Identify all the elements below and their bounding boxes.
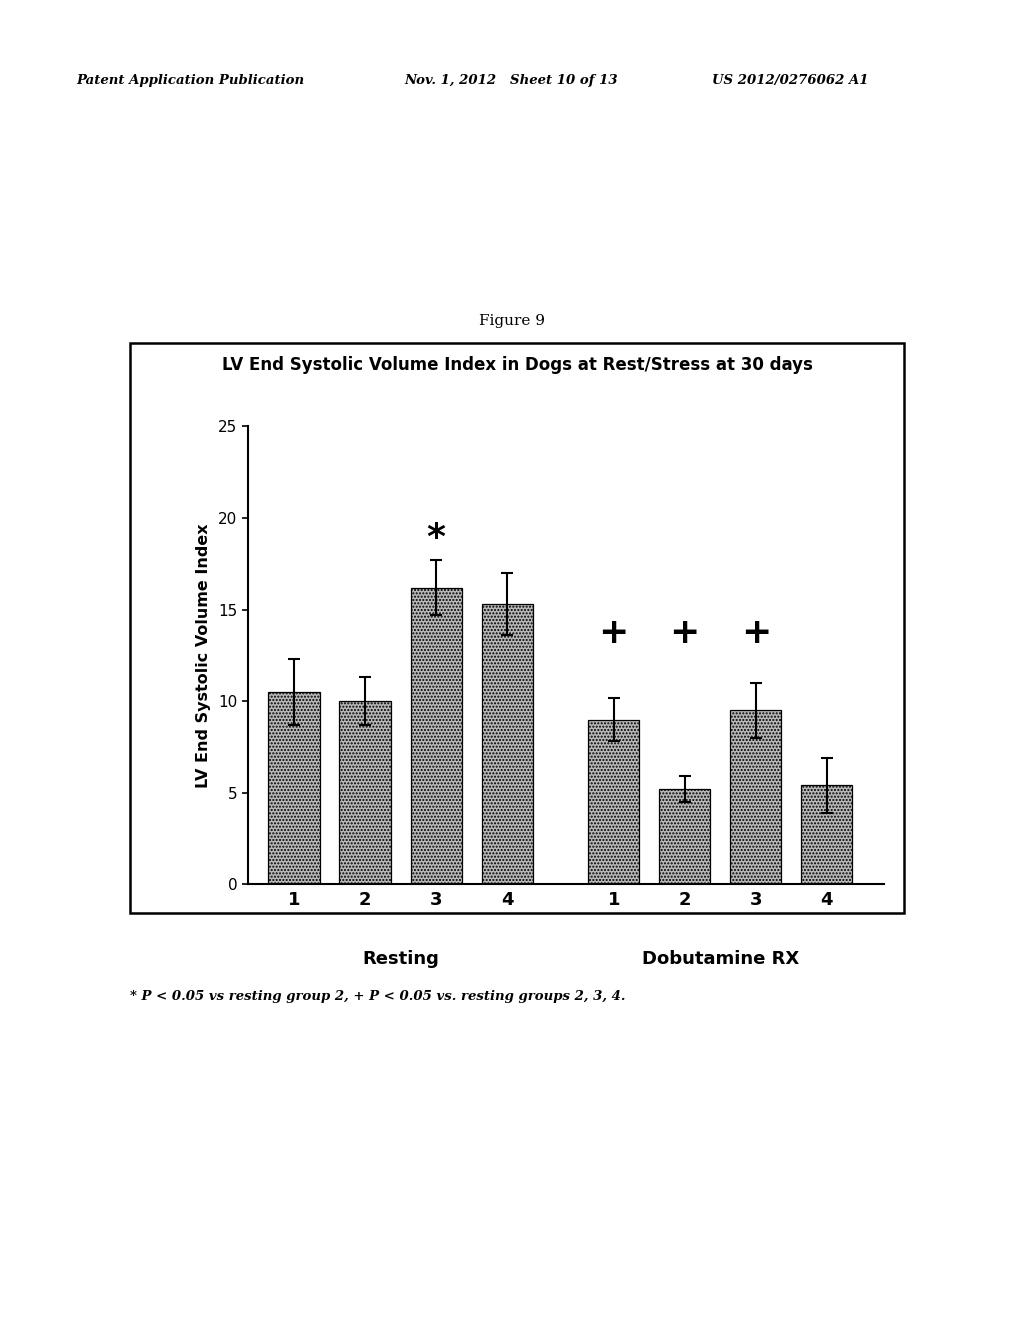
Bar <box>802 785 852 884</box>
Bar <box>659 789 711 884</box>
Bar <box>268 692 319 884</box>
Text: US 2012/0276062 A1: US 2012/0276062 A1 <box>712 74 868 87</box>
Text: Resting: Resting <box>362 950 439 969</box>
Text: *: * <box>427 520 445 554</box>
Bar <box>340 701 390 884</box>
Text: Figure 9: Figure 9 <box>479 314 545 329</box>
Text: Dobutamine RX: Dobutamine RX <box>642 950 799 969</box>
Text: Patent Application Publication: Patent Application Publication <box>77 74 305 87</box>
Bar <box>411 587 462 884</box>
Bar <box>481 605 532 884</box>
Text: +: + <box>670 616 700 649</box>
Text: +: + <box>599 616 629 649</box>
Text: +: + <box>740 616 771 649</box>
Text: LV End Systolic Volume Index in Dogs at Rest/Stress at 30 days: LV End Systolic Volume Index in Dogs at … <box>221 356 813 375</box>
Text: Nov. 1, 2012   Sheet 10 of 13: Nov. 1, 2012 Sheet 10 of 13 <box>404 74 618 87</box>
Bar <box>730 710 781 884</box>
Y-axis label: LV End Systolic Volume Index: LV End Systolic Volume Index <box>197 523 211 788</box>
Bar <box>588 719 639 884</box>
Text: * P < 0.05 vs resting group 2, + P < 0.05 vs. resting groups 2, 3, 4.: * P < 0.05 vs resting group 2, + P < 0.0… <box>130 990 626 1003</box>
